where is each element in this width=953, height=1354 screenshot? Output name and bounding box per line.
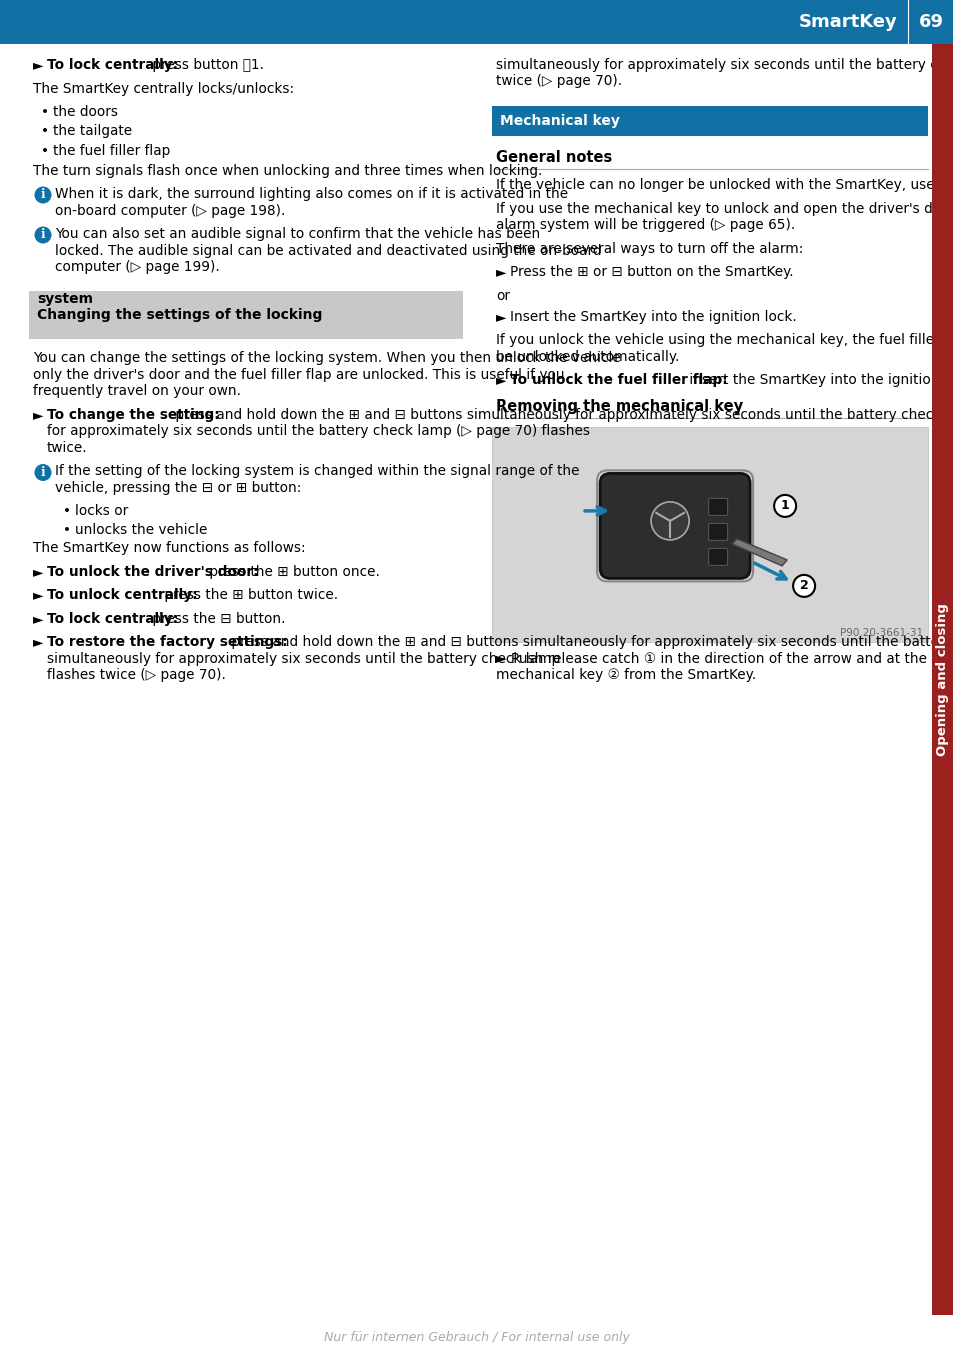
Bar [931,43,953,1315]
Text: alarm system will be triggered (▷ page 65).: alarm system will be triggered (▷ page 6… [496,218,795,232]
Circle shape [34,464,51,481]
Text: for approximately six seconds until the battery check lamp (▷ page 70) flashes: for approximately six seconds until the … [47,425,589,439]
Text: ►: ► [33,565,44,580]
Text: on-board computer (▷ page 198).: on-board computer (▷ page 198). [55,203,285,218]
Text: If the vehicle can no longer be unlocked with the SmartKey, use the mechanical k: If the vehicle can no longer be unlocked… [496,177,953,192]
Text: SmartKey: SmartKey [799,14,897,31]
Text: Opening and closing: Opening and closing [936,603,948,756]
Text: ►: ► [496,310,506,324]
Text: i: i [41,229,45,241]
Text: computer (▷ page 199).: computer (▷ page 199). [55,260,219,274]
Text: locked. The audible signal can be activated and deactivated using the on-board: locked. The audible signal can be activa… [55,244,601,257]
Text: Nur für internen Gebrauch / For internal use only: Nur für internen Gebrauch / For internal… [324,1331,629,1345]
FancyBboxPatch shape [708,524,727,540]
FancyBboxPatch shape [599,474,749,578]
Polygon shape [731,539,786,566]
Text: Changing the settings of the locking: Changing the settings of the locking [37,309,322,322]
Text: •: • [63,505,71,519]
Text: locks or: locks or [75,505,128,519]
Text: When it is dark, the surround lighting also comes on if it is activated in the: When it is dark, the surround lighting a… [55,187,568,200]
Text: 1: 1 [780,500,789,512]
Text: twice (▷ page 70).: twice (▷ page 70). [496,74,621,88]
Circle shape [792,575,814,597]
Text: 69: 69 [918,14,943,31]
Circle shape [34,226,51,244]
Text: There are several ways to turn off the alarm:: There are several ways to turn off the a… [496,241,802,256]
Bar [29,291,462,340]
Text: system: system [37,291,92,306]
Text: press and hold down the ⊞ and ⊟ buttons simultaneously for approximately six sec: press and hold down the ⊞ and ⊟ buttons … [171,408,953,422]
Circle shape [34,187,51,203]
Text: i: i [41,188,45,202]
Text: frequently travel on your own.: frequently travel on your own. [33,385,241,398]
Text: •: • [41,125,49,138]
Text: •: • [63,523,71,538]
Text: press and hold down the ⊞ and ⊟ buttons simultaneously for approximately six sec: press and hold down the ⊞ and ⊟ buttons … [227,635,953,650]
Text: simultaneously for approximately six seconds until the battery check lamp flashe: simultaneously for approximately six sec… [496,58,953,72]
Text: You can change the settings of the locking system. When you then unlock the vehi: You can change the settings of the locki… [33,352,620,366]
Text: If you unlock the vehicle using the mechanical key, the fuel filler flap will no: If you unlock the vehicle using the mech… [496,333,953,348]
Text: The SmartKey now functions as follows:: The SmartKey now functions as follows: [33,542,305,555]
Circle shape [651,502,688,540]
FancyBboxPatch shape [708,498,727,516]
Text: Mechanical key: Mechanical key [499,114,619,129]
Text: You can also set an audible signal to confirm that the vehicle has been: You can also set an audible signal to co… [55,227,539,241]
Text: To unlock the fuel filler flap:: To unlock the fuel filler flap: [510,374,727,387]
Text: Insert the SmartKey into the ignition lock.: Insert the SmartKey into the ignition lo… [510,310,796,324]
Text: To restore the factory settings:: To restore the factory settings: [47,635,288,650]
FancyBboxPatch shape [708,548,727,566]
Text: If the setting of the locking system is changed within the signal range of the: If the setting of the locking system is … [55,464,578,478]
Text: ►: ► [33,58,44,72]
Text: the tailgate: the tailgate [53,125,132,138]
Text: Removing the mechanical key: Removing the mechanical key [496,399,742,414]
Text: To unlock centrally:: To unlock centrally: [47,589,197,603]
Text: P90.20-3661-31: P90.20-3661-31 [839,628,923,638]
Text: be unlocked automatically.: be unlocked automatically. [496,349,679,364]
Text: simultaneously for approximately six seconds until the battery check lamp: simultaneously for approximately six sec… [47,653,559,666]
Text: The SmartKey centrally locks/unlocks:: The SmartKey centrally locks/unlocks: [33,81,294,96]
Text: If you use the mechanical key to unlock and open the driver's door, the anti-the: If you use the mechanical key to unlock … [496,202,953,215]
Text: •: • [41,144,49,158]
Bar [492,427,927,642]
Text: •: • [41,106,49,119]
Text: To unlock the driver's door:: To unlock the driver's door: [47,565,258,580]
Text: General notes: General notes [496,150,612,165]
Text: twice.: twice. [47,441,88,455]
Text: Press the ⊞ or ⊟ button on the SmartKey.: Press the ⊞ or ⊟ button on the SmartKey. [510,265,793,279]
Text: ►: ► [496,374,506,387]
Text: ►: ► [33,635,44,650]
Text: press the ⊟ button.: press the ⊟ button. [149,612,286,626]
Text: insert the SmartKey into the ignition lock.: insert the SmartKey into the ignition lo… [684,374,953,387]
Text: the fuel filler flap: the fuel filler flap [53,144,170,158]
Text: ►: ► [496,265,506,279]
Text: press button ␱1.: press button ␱1. [149,58,264,72]
Text: ►: ► [33,612,44,626]
Text: mechanical key ② from the SmartKey.: mechanical key ② from the SmartKey. [496,669,756,682]
Text: flashes twice (▷ page 70).: flashes twice (▷ page 70). [47,669,226,682]
Text: or: or [496,288,510,302]
Circle shape [773,496,796,517]
Text: ►: ► [33,408,44,422]
Text: The turn signals flash once when unlocking and three times when locking.: The turn signals flash once when unlocki… [33,164,542,177]
Bar [0,0,953,43]
Text: the doors: the doors [53,106,118,119]
Text: To lock centrally:: To lock centrally: [47,58,178,72]
Text: only the driver's door and the fuel filler flap are unlocked. This is useful if : only the driver's door and the fuel fill… [33,368,564,382]
Text: ► Push release catch ① in the direction of the arrow and at the same time remove: ► Push release catch ① in the direction … [496,653,953,666]
Bar [492,106,927,135]
Text: press the ⊞ button once.: press the ⊞ button once. [205,565,379,580]
Text: 2: 2 [799,580,807,593]
Text: To lock centrally:: To lock centrally: [47,612,178,626]
Text: press the ⊞ button twice.: press the ⊞ button twice. [159,589,337,603]
Text: To change the setting:: To change the setting: [47,408,219,422]
Text: vehicle, pressing the ⊟ or ⊞ button:: vehicle, pressing the ⊟ or ⊞ button: [55,481,301,496]
Text: ►: ► [33,589,44,603]
Text: i: i [41,466,45,479]
Text: unlocks the vehicle: unlocks the vehicle [75,523,207,538]
